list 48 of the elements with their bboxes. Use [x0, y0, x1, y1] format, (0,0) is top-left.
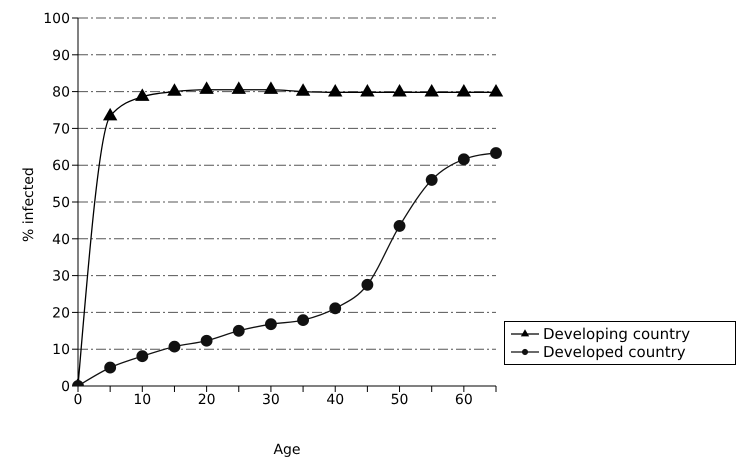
- y-tick-label: 30: [52, 268, 70, 285]
- x-axis-title: Age: [273, 442, 301, 458]
- point: [392, 84, 407, 96]
- point: [102, 108, 118, 120]
- point: [136, 350, 148, 362]
- point: [167, 83, 182, 96]
- point: [265, 318, 277, 330]
- point: [232, 324, 245, 337]
- point: [104, 362, 116, 374]
- y-tick-label: 80: [52, 84, 70, 101]
- point: [168, 340, 180, 353]
- point: [361, 278, 374, 291]
- point: [424, 84, 439, 96]
- point: [297, 314, 309, 326]
- y-tick-label: 90: [52, 48, 70, 64]
- x-tick-label: 60: [454, 392, 473, 408]
- point: [199, 81, 214, 94]
- x-tick-label: 30: [262, 392, 280, 408]
- y-tick-label: 60: [52, 158, 70, 174]
- point: [296, 83, 310, 96]
- x-tick-label: 10: [133, 392, 152, 408]
- x-tick-label: 40: [326, 392, 344, 408]
- point: [329, 302, 342, 314]
- point: [490, 147, 502, 159]
- x-tick-label: 50: [390, 392, 408, 408]
- y-tick-label: 0: [61, 378, 70, 395]
- point: [426, 174, 438, 186]
- y-tick-label: 100: [43, 10, 70, 27]
- point: [328, 84, 342, 96]
- point: [456, 84, 472, 96]
- y-tick-label: 10: [52, 342, 70, 358]
- y-tick-label: 50: [52, 194, 70, 211]
- point: [135, 88, 150, 101]
- y-tick-label: 20: [52, 305, 70, 322]
- legend-label: Developed country: [543, 343, 686, 361]
- point: [200, 334, 213, 347]
- point: [488, 84, 504, 96]
- point: [232, 81, 246, 94]
- y-tick-label: 40: [52, 232, 70, 248]
- point: [394, 220, 406, 232]
- point: [458, 153, 470, 166]
- point: [264, 81, 278, 94]
- legend-label: Developing country: [543, 325, 690, 343]
- y-axis-title: % infected: [20, 167, 37, 242]
- x-tick-label: 20: [198, 392, 216, 408]
- y-tick-label: 70: [52, 121, 70, 138]
- point: [360, 84, 375, 96]
- x-tick-label: 0: [74, 392, 82, 408]
